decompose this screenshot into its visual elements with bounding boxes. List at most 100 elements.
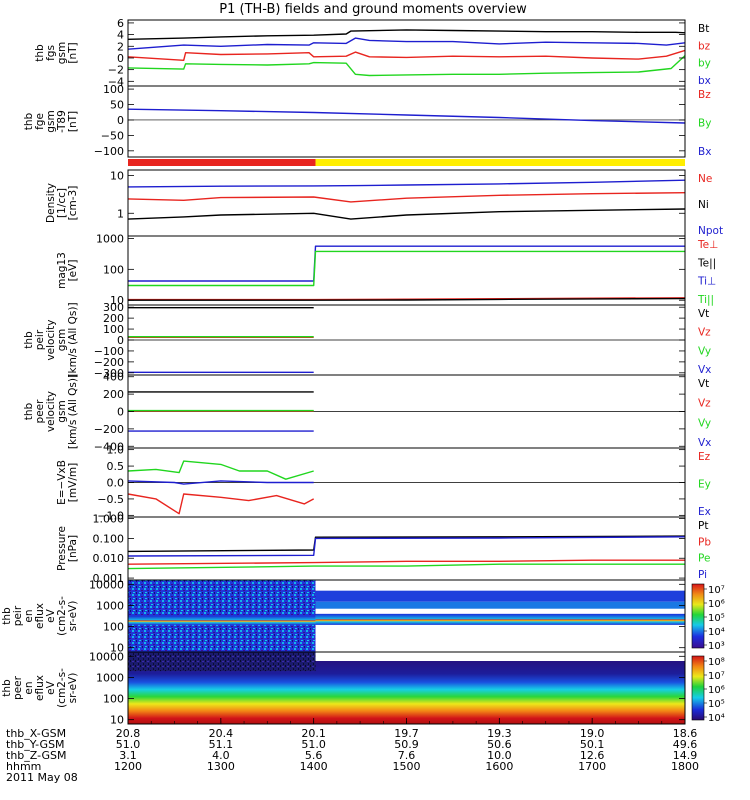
y-axis-label: thb xyxy=(34,44,46,62)
y-axis-label: gsm xyxy=(45,110,57,132)
ephemeris-z-value: 4.0 xyxy=(212,749,230,762)
y-tick-label: −1.0 xyxy=(97,509,124,522)
y-tick-label: 10000 xyxy=(89,578,124,591)
legend-entry: Pe xyxy=(698,553,710,565)
panel-frame xyxy=(127,516,686,581)
y-tick-label: 200 xyxy=(103,312,124,325)
ephemeris-row-label: 2011 May 08 xyxy=(6,771,78,784)
legend-entry: Ex xyxy=(698,506,711,518)
y-tick-label: −100 xyxy=(94,345,124,358)
legend-entry: Ti|| xyxy=(697,294,714,306)
legend-entry: Pi xyxy=(698,569,707,581)
mode-bar-layer xyxy=(128,159,685,166)
ephemeris-row-label: thb_Z-GSM xyxy=(6,749,66,762)
ele-spec-noise xyxy=(128,652,316,672)
legend-entry: Vt xyxy=(698,378,709,390)
y-tick-label: 1000 xyxy=(96,232,124,245)
y-axis-label: thb xyxy=(23,112,35,130)
y-tick-label: 10 xyxy=(110,714,124,727)
series-Bx-line xyxy=(127,108,686,124)
series-Pe-line xyxy=(127,563,685,570)
colorbar-tick-label: 10³ xyxy=(708,641,725,652)
y-axis-label: peer xyxy=(12,675,24,700)
y-tick-label: 0 xyxy=(117,406,124,419)
y-tick-label: −400 xyxy=(94,440,124,453)
y-axis-label: thb xyxy=(23,402,35,420)
colorbar-tick-label: 10⁵ xyxy=(708,699,725,710)
y-tick-label: 10 xyxy=(110,294,124,307)
series-Pb-line xyxy=(127,559,685,565)
series-Te-line xyxy=(128,297,686,301)
legend-entry: Bt xyxy=(698,23,709,35)
ion-spec-upper-band xyxy=(315,590,685,602)
panel-5: 400 200 0 −200 −400 thb peer velocity gsm [km/s (… xyxy=(23,371,711,454)
y-tick-label: 1.0 xyxy=(107,444,125,457)
panel-6: 1.0 0.5 0.0 −0.5 −1.0 E=−VxB [mV/m] Ez Ey Ex xyxy=(56,444,711,523)
y-axis-label: fge xyxy=(34,113,46,130)
y-tick-label: 1 xyxy=(117,207,124,220)
mode-bar-red xyxy=(128,159,316,166)
ele-spec-gap xyxy=(315,652,685,661)
y-tick-label: 50 xyxy=(110,99,124,112)
y-axis-label: eV xyxy=(45,680,57,694)
y-axis-label: (cm2-s- xyxy=(56,596,68,636)
ephemeris-z-value: 3.1 xyxy=(119,749,137,762)
colorbar-tick-label: 10⁵ xyxy=(708,613,725,624)
y-axis-label: velocity xyxy=(45,319,57,360)
y-tick-label: 0.100 xyxy=(93,532,125,545)
y-axis-label: [km/s (All Qs)] xyxy=(67,302,79,377)
ephemeris-x-value: 19.0 xyxy=(580,727,605,740)
panel-3: 1000 100 10 mag13 [eV] Te⊥ Te|| Ti⊥ Ti|| xyxy=(56,232,718,307)
panel-7: 1.000 0.100 0.010 0.001 Pressure [nPa] Pt Pb Pe P… xyxy=(56,513,711,586)
ephemeris-y-value: 51.0 xyxy=(116,738,141,751)
legend-entry: Vy xyxy=(698,345,711,357)
legend-entry: Ni xyxy=(698,199,709,211)
panel-frame xyxy=(127,85,686,158)
legend-entry: Vy xyxy=(698,417,711,429)
ephemeris-y-value: 50.6 xyxy=(487,738,512,751)
y-tick-label: −4 xyxy=(108,75,124,88)
y-tick-label: 400 xyxy=(103,371,124,384)
ephemeris-x-value: 20.8 xyxy=(116,727,141,740)
ion-spec-low-band xyxy=(315,613,685,625)
legend-entry: bz xyxy=(698,40,711,52)
series-Pt-line xyxy=(127,535,686,553)
x-tick-label: 1600 xyxy=(485,760,513,773)
y-tick-label: 0.0 xyxy=(107,477,125,490)
series-Ey-line xyxy=(127,460,314,480)
y-tick-label: 0 xyxy=(117,114,124,127)
series-Ne-line xyxy=(127,192,686,203)
y-tick-label: 1.000 xyxy=(93,513,125,526)
y-axis-label: en xyxy=(23,609,35,622)
y-axis-label: thb xyxy=(1,607,13,625)
y-tick-label: 6 xyxy=(117,17,124,30)
y-axis-label: sr-eV) xyxy=(67,673,79,704)
legend-entry: Ti⊥ xyxy=(697,276,716,288)
y-axis-label: [nT] xyxy=(67,42,79,63)
series-Pi-line xyxy=(127,536,686,557)
ephemeris-x-value: 19.7 xyxy=(394,727,419,740)
ephemeris-x-value: 20.1 xyxy=(301,727,326,740)
colorbar-8 xyxy=(691,583,705,649)
legend-entry: Ne xyxy=(698,173,712,185)
colorbar-tick-label: 10⁸ xyxy=(708,657,725,668)
y-axis-label: gsm xyxy=(56,400,68,422)
ephemeris-row-label: hhmm xyxy=(6,760,41,773)
ephemeris-z-value: 14.9 xyxy=(673,749,698,762)
y-axis-label: [km/s (All Qs)] xyxy=(67,374,79,449)
legend-entry: By xyxy=(698,118,711,130)
ephemeris-z-value: 12.6 xyxy=(580,749,605,762)
y-tick-label: 10 xyxy=(110,170,124,183)
y-axis-label: eflux xyxy=(34,675,46,701)
series-Ti-line xyxy=(128,250,685,287)
series-by-line xyxy=(127,55,686,77)
legend-entry: Vt xyxy=(698,308,709,320)
y-tick-label: −100 xyxy=(94,145,124,158)
y-tick-label: 0 xyxy=(117,334,124,347)
y-tick-label: 10000 xyxy=(89,650,124,663)
y-tick-label: −200 xyxy=(94,356,124,369)
